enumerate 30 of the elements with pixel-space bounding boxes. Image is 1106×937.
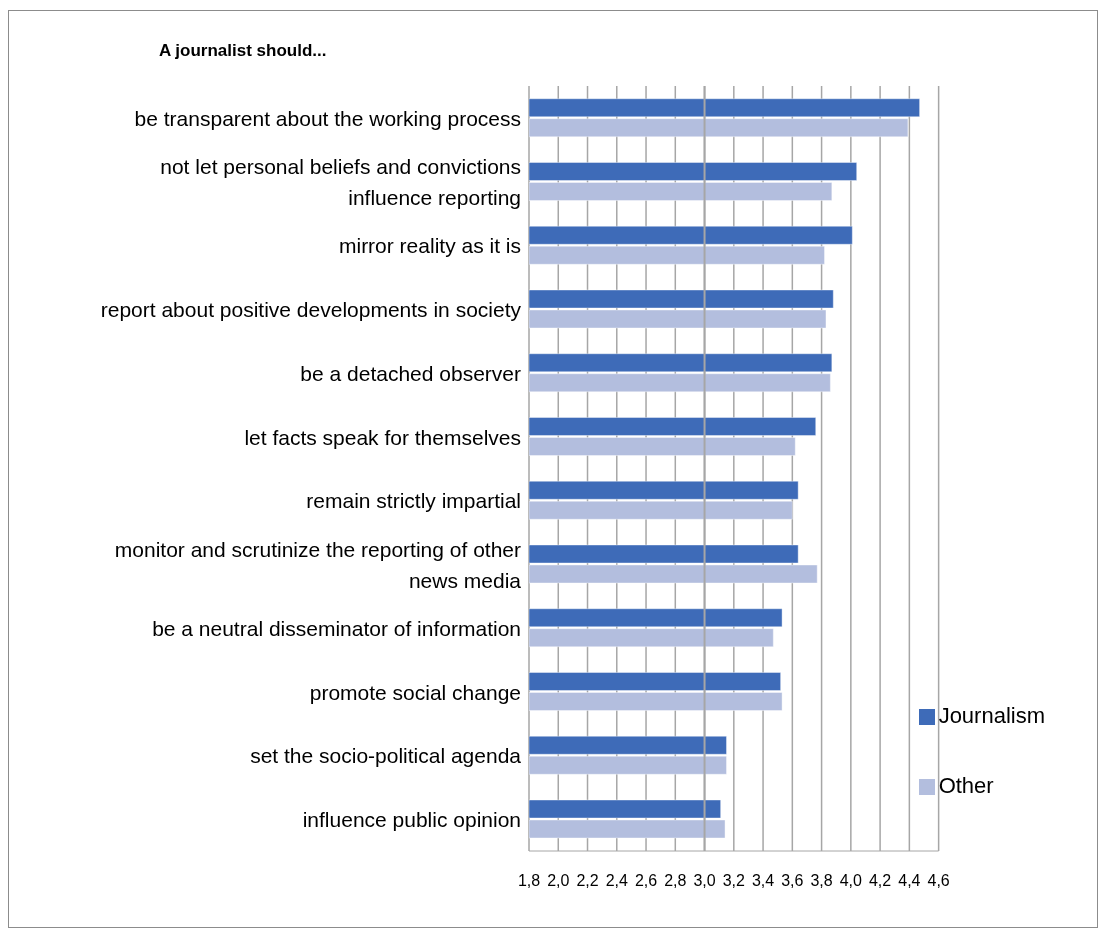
y-tick-label: report about positive developments in society <box>100 297 522 321</box>
x-tick-label: 3,8 <box>810 872 833 890</box>
y-tick-label: be a neutral disseminator of information <box>152 616 521 640</box>
legend-label: Other <box>938 773 994 798</box>
y-tick-label: mirror reality as it is <box>338 233 521 257</box>
x-tick-label: 4,6 <box>927 872 950 890</box>
y-tick-label: not let personal beliefs and convictions influence reporting <box>160 154 521 209</box>
x-tick-label: 2,6 <box>634 872 658 890</box>
y-tick-label: be a detached observer <box>300 361 521 385</box>
x-tick-label: 2,2 <box>576 872 599 890</box>
x-tick-label: 2,4 <box>605 872 628 890</box>
y-tick-label: influence public opinion <box>302 807 521 831</box>
legend-label: Journalism <box>938 703 1045 728</box>
x-tick-label: 4,0 <box>839 872 863 890</box>
y-tick-label: promote social change <box>309 680 521 704</box>
text: A journalist should... <box>159 41 327 61</box>
x-tick-label: 2,8 <box>664 872 687 890</box>
x-tick-label: 4,4 <box>898 872 921 890</box>
x-tick-label: 3,2 <box>722 872 746 890</box>
y-tick-label: remain strictly impartial <box>306 488 521 512</box>
y-tick-label: let facts speak for themselves <box>244 425 521 449</box>
x-tick-label: 3,6 <box>781 872 804 890</box>
x-tick-label: 1,8 <box>517 872 541 890</box>
x-tick-label: 3,0 <box>693 872 716 890</box>
x-tick-label: 2,0 <box>547 872 570 890</box>
x-tick-label: 3,4 <box>751 872 775 890</box>
y-tick-label: monitor and scrutinize the reporting of other news media <box>114 537 522 592</box>
x-tick-label: 4,2 <box>868 872 892 890</box>
y-tick-label: be transparent about the working process <box>134 106 521 130</box>
y-tick-label: set the socio-political agenda <box>250 743 522 767</box>
